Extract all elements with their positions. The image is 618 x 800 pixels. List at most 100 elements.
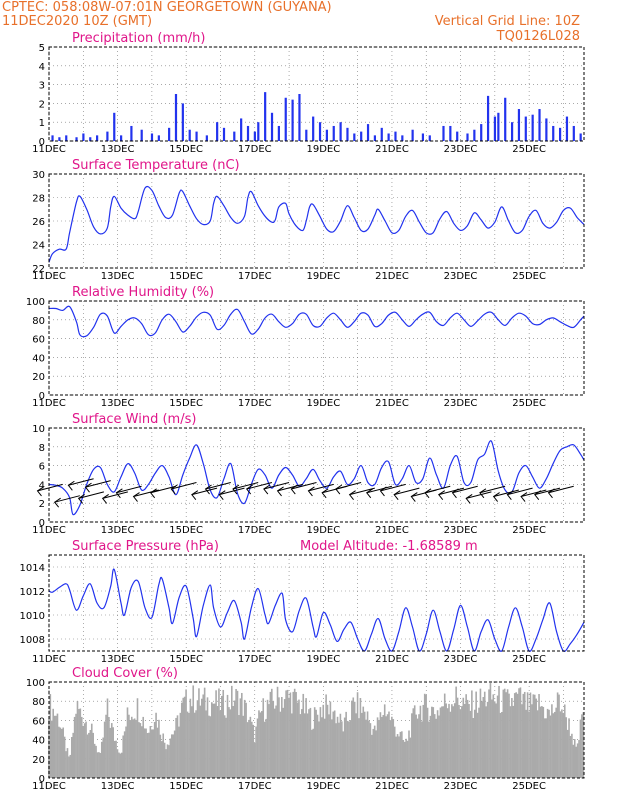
cloud-bar <box>366 711 369 778</box>
cloud-bar <box>399 731 402 778</box>
cloud-bar <box>180 702 183 778</box>
cloud-bar <box>512 705 515 778</box>
panel-frame <box>48 173 585 269</box>
cloud-bar <box>215 690 217 778</box>
precipitation-bar <box>233 131 236 141</box>
precipitation-bar <box>373 135 377 141</box>
cloud-bar <box>279 711 282 778</box>
cloud-bar <box>170 734 173 778</box>
y-tick-label: 30 <box>32 170 45 181</box>
x-tick-label: 19DEC <box>306 525 340 536</box>
cloud-bar <box>401 731 403 778</box>
wind-vector-arrow <box>465 491 492 504</box>
y-tick-label: 80 <box>32 316 45 327</box>
x-tick-label: 15DEC <box>169 144 203 155</box>
temperature-panel: Surface Temperature (nC) 22 24 26 28 30 11DEC… <box>32 158 585 282</box>
cloud-bar <box>83 723 86 778</box>
cloud-bar <box>396 734 399 778</box>
precipitation-bar <box>380 127 383 141</box>
precipitation-bar <box>113 112 116 141</box>
cloud-bar <box>123 731 126 778</box>
cloud-bar <box>308 709 310 778</box>
cloud-bar <box>66 748 69 778</box>
x-tick-label: 25DEC <box>512 525 546 536</box>
cloud-bar <box>473 709 476 778</box>
cloud-bar <box>200 698 203 778</box>
cloud-bar <box>126 707 129 778</box>
cloud-bar <box>209 716 212 778</box>
cloud-bar <box>415 714 417 778</box>
cloud-bar <box>183 696 186 778</box>
cloud-bar <box>435 718 437 778</box>
cloud-panel: Cloud Cover (%) 0 20 40 60 80 100 11DEC 13DEC 15… <box>26 666 585 792</box>
y-tick-label: 20 <box>32 372 45 383</box>
humidity-panel: Relative Humidity (%) 0 20 40 60 80 100 11DEC 1… <box>26 285 585 409</box>
pressure-title: Surface Pressure (hPa) <box>72 539 219 554</box>
wind-vector-arrow <box>534 487 561 500</box>
cloud-bar <box>546 708 549 778</box>
cloud-bar <box>429 715 432 778</box>
y-tick-label: 10 <box>32 424 45 435</box>
precipitation-bar <box>253 131 256 141</box>
cloud-bar <box>122 735 125 778</box>
cloud-bar <box>159 734 162 778</box>
y-tick-label: 3 <box>39 81 45 92</box>
cloud-bar <box>130 716 133 778</box>
cloud-bar <box>93 743 96 778</box>
cloud-bar <box>206 697 209 778</box>
x-tick-label: 19DEC <box>306 398 340 409</box>
cloud-bar <box>88 732 90 778</box>
cloud-bar <box>346 720 349 778</box>
x-tick-label: 25DEC <box>512 654 546 665</box>
cloud-bar <box>189 698 192 778</box>
cloud-bar <box>120 752 123 778</box>
wind-vector-arrow <box>393 487 420 500</box>
temperature-title: Surface Temperature (nC) <box>72 158 240 173</box>
wind-vector-arrow <box>36 483 63 497</box>
wind-vector-arrow <box>232 482 259 495</box>
cloud-title: Cloud Cover (%) <box>72 666 178 681</box>
precipitation-bar <box>421 133 425 141</box>
wind-vector-arrow <box>218 487 245 500</box>
x-tick-label: 11DEC <box>32 398 66 409</box>
cloud-bar <box>376 717 379 778</box>
cloud-bar <box>205 710 207 778</box>
precipitation-title: Precipitation (mm/h) <box>72 31 205 46</box>
cloud-bar <box>265 718 267 778</box>
wind-vector-arrow <box>245 482 273 495</box>
cloud-bar <box>222 689 225 778</box>
cloud-bar <box>138 722 140 778</box>
cloud-bar <box>156 727 159 778</box>
cloud-bar <box>491 699 493 778</box>
cloud-bar <box>436 710 439 778</box>
y-tick-label: 6 <box>39 462 45 473</box>
precipitation-bar <box>538 109 541 141</box>
precipitation-bar <box>545 118 548 141</box>
cloud-bar <box>98 752 100 778</box>
cloud-bar <box>143 728 146 778</box>
cloud-bar <box>365 719 367 778</box>
cloud-bar <box>482 697 485 778</box>
cloud-bar <box>409 737 412 778</box>
cloud-bar <box>301 709 303 778</box>
x-tick-label: 15DEC <box>169 654 203 665</box>
cloud-bar <box>406 740 409 778</box>
cloud-bar <box>82 725 84 778</box>
cloud-bar <box>579 719 582 778</box>
cloud-bar <box>140 726 143 778</box>
cloud-bar <box>358 718 360 778</box>
wind-vector-arrow <box>307 483 334 497</box>
precipitation-bar <box>493 116 497 141</box>
cloud-bar <box>549 715 552 778</box>
y-tick-label: 1 <box>39 118 45 129</box>
cloud-bar <box>216 706 219 778</box>
cloud-bar <box>575 746 577 778</box>
cloud-bar <box>451 704 453 778</box>
cloud-bar <box>345 711 347 778</box>
cloud-bar <box>539 706 542 778</box>
cloud-bar <box>281 696 283 778</box>
x-tick-label: 25DEC <box>512 781 546 792</box>
cloud-bar <box>432 707 435 778</box>
cloud-bar <box>518 688 520 778</box>
cloud-bar <box>421 721 423 778</box>
